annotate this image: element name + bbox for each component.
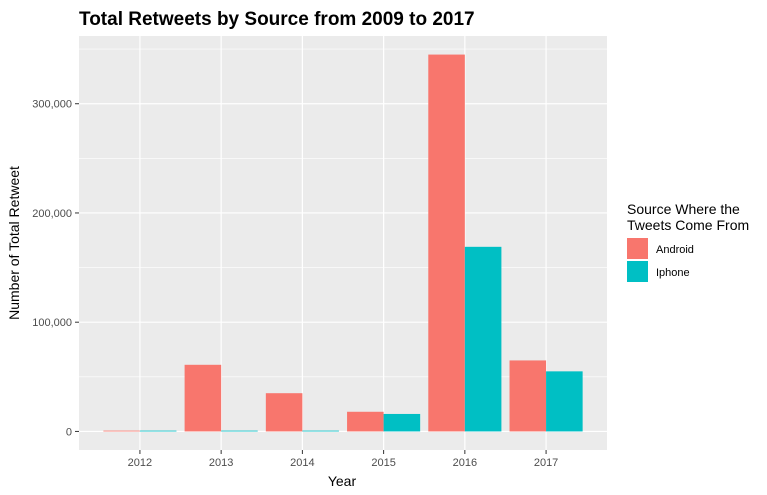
bar-android-2013 [184, 364, 222, 432]
bar-iphone-2013 [221, 430, 258, 432]
y-tick-label: 200,000 [32, 208, 72, 220]
bar-android-2015 [347, 411, 384, 432]
x-axis-title: Year [328, 473, 357, 489]
bar-android-2012 [103, 430, 140, 432]
x-tick-label: 2017 [534, 457, 558, 469]
y-tick-label: 0 [66, 426, 72, 438]
legend-items: Android Iphone [627, 238, 694, 282]
y-tick-label: 100,000 [32, 317, 72, 329]
bar-android-2014 [265, 393, 303, 432]
legend-label-iphone: Iphone [656, 267, 690, 279]
bar-iphone-2014 [302, 430, 339, 432]
x-tick-label: 2013 [209, 457, 233, 469]
bar-iphone-2012 [139, 430, 177, 432]
legend: Source Where the Tweets Come From Androi… [627, 201, 749, 282]
bar-android-2017 [509, 360, 547, 432]
chart-title: Total Retweets by Source from 2009 to 20… [79, 9, 475, 30]
bar-android-2016 [428, 54, 465, 432]
legend-title-line2: Tweets Come From [627, 217, 749, 233]
bar-iphone-2017 [546, 371, 583, 432]
legend-label-android: Android [656, 244, 694, 256]
legend-swatch-iphone [627, 261, 648, 282]
bars [103, 54, 583, 432]
x-tick-label: 2014 [290, 457, 314, 469]
bar-iphone-2016 [464, 246, 502, 432]
x-tick-label: 2012 [128, 457, 152, 469]
y-tick-label: 300,000 [32, 99, 72, 111]
bar-iphone-2015 [383, 413, 421, 432]
y-axis: 0 100,000 200,000 300,000 [32, 99, 79, 438]
x-tick-label: 2015 [371, 457, 395, 469]
legend-swatch-android [627, 238, 648, 259]
x-axis: 2012 2013 2014 2015 2016 2017 [128, 450, 558, 469]
legend-title-line1: Source Where the [627, 201, 740, 217]
y-axis-title: Number of Total Retweet [6, 166, 22, 320]
x-tick-label: 2016 [453, 457, 477, 469]
